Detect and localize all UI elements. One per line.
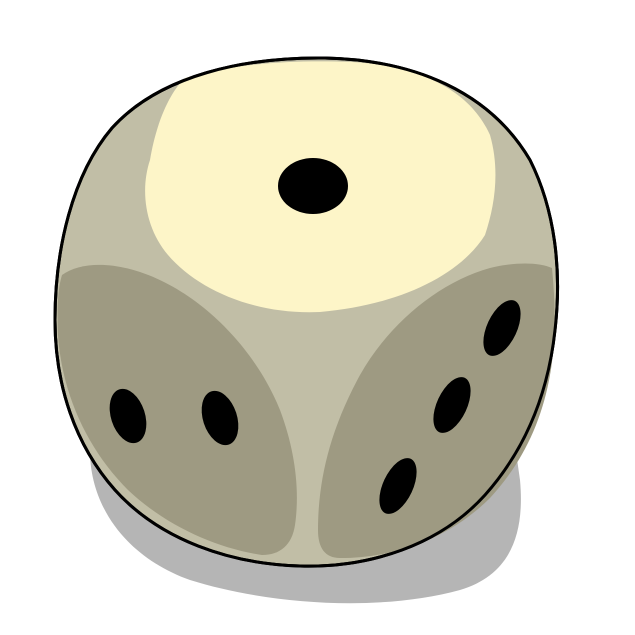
right-pip-2	[433, 377, 471, 433]
left-pip-2	[201, 390, 239, 446]
die-outline	[53, 56, 560, 568]
left-pip-1	[109, 388, 147, 444]
left-face	[57, 264, 297, 555]
right-pip-3	[379, 458, 417, 514]
right-pip-1	[483, 300, 521, 356]
top-pip	[278, 158, 348, 214]
